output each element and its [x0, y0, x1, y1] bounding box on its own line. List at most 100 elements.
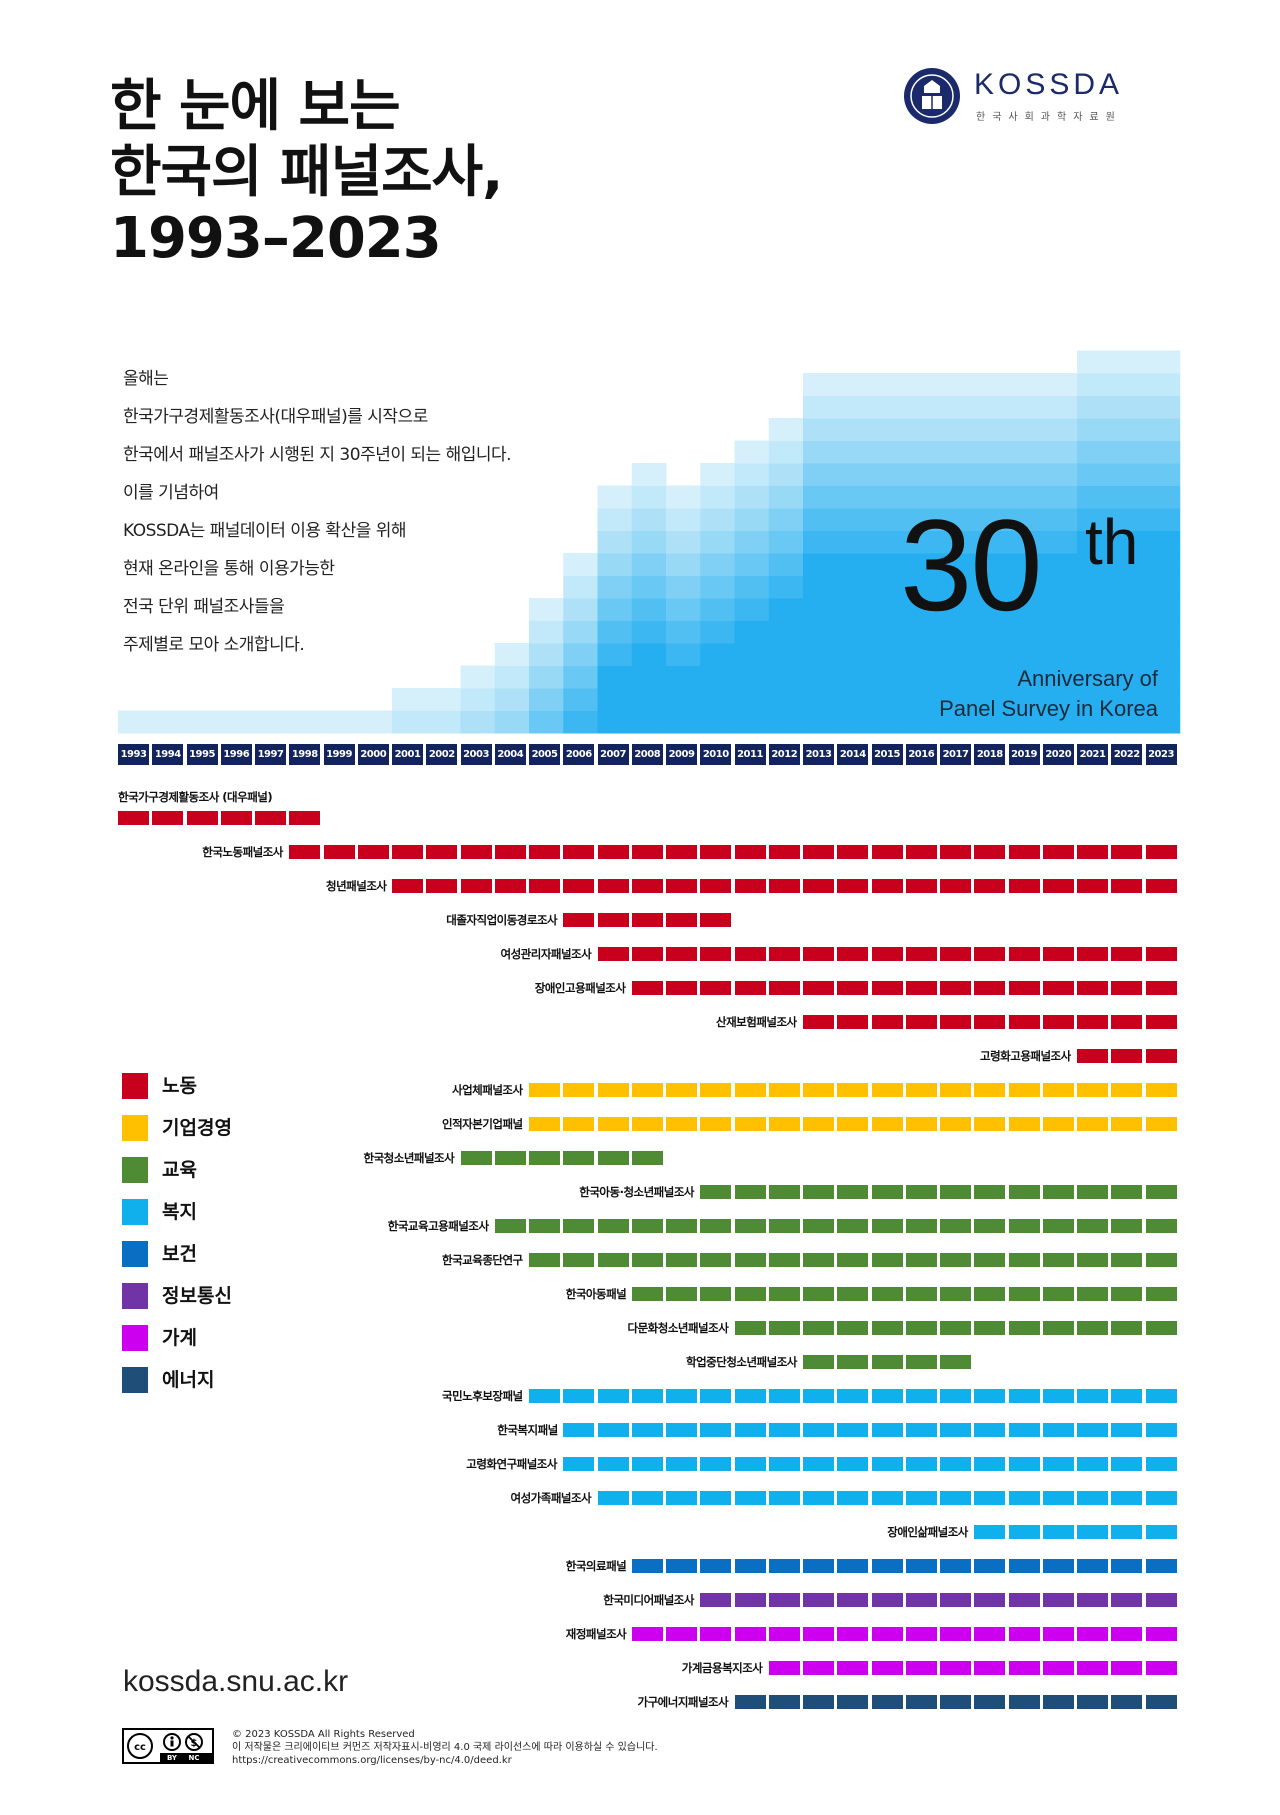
- mosaic-tile-2019: [1008, 688, 1044, 711]
- mosaic-tile-2012: [768, 418, 804, 441]
- mosaic-tile-2019: [1008, 575, 1044, 599]
- timeline-cell: [803, 879, 834, 893]
- survey-label: 청년패널조사: [326, 879, 387, 893]
- timeline-cell: [1111, 1015, 1143, 1029]
- survey-label: 대졸자직업이동경로조사: [446, 913, 558, 927]
- timeline-cell: [803, 1185, 834, 1199]
- mosaic-tile-2016: [905, 643, 941, 666]
- timeline-cell: [597, 947, 629, 961]
- mosaic-tile-2019: [1008, 485, 1044, 509]
- mosaic-tile-2020: [1042, 418, 1078, 441]
- timeline-cell: [529, 1117, 560, 1131]
- timeline-cell: [905, 947, 937, 961]
- timeline-cell: [871, 1423, 903, 1437]
- mosaic-tile-2017: [940, 598, 975, 621]
- timeline-cell: [940, 1117, 971, 1131]
- timeline-cell: [666, 981, 697, 995]
- mosaic-tile-2021: [1077, 530, 1112, 554]
- timeline-cell: [1145, 1015, 1177, 1029]
- mosaic-tile-2011: [734, 575, 770, 599]
- timeline-cell: [974, 981, 1006, 995]
- survey-label: 한국아동·청소년패널조사: [579, 1185, 694, 1199]
- timeline-cell: [1042, 1423, 1074, 1437]
- year-tick-1997: 1997: [255, 744, 286, 765]
- timeline-cell: [597, 1389, 629, 1403]
- timeline-cell: [871, 1355, 903, 1369]
- timeline-cell: [734, 1627, 766, 1641]
- mosaic-tile-2006: [563, 598, 598, 621]
- timeline-cell: [1077, 1627, 1108, 1641]
- mosaic-tile-2012: [768, 485, 804, 509]
- survey-label: 학업중단청소년패널조사: [686, 1355, 797, 1369]
- survey-label: 한국노동패널조사: [202, 845, 283, 859]
- timeline-cell: [1042, 1117, 1074, 1131]
- license-url[interactable]: https://creativecommons.org/licenses/by-…: [232, 1755, 512, 1766]
- timeline-cell: [700, 913, 732, 927]
- timeline-cell: [631, 1491, 663, 1505]
- timeline-cell: [118, 811, 149, 825]
- timeline-cell: [1111, 1049, 1143, 1063]
- intro-text: 올해는 한국가구경제활동조사(대우패널)를 시작으로 한국에서 패널조사가 시행…: [123, 360, 512, 664]
- timeline-cell: [734, 1185, 766, 1199]
- mosaic-tile-2008: [631, 553, 667, 576]
- timeline-cell: [734, 1389, 766, 1403]
- mosaic-tile-2019: [1008, 440, 1044, 464]
- timeline-cell: [666, 947, 697, 961]
- mosaic-tile-2021: [1077, 350, 1112, 374]
- anniversary-line-1: Anniversary of: [1017, 666, 1158, 691]
- mosaic-tile-2023: [1145, 688, 1181, 711]
- timeline-cell: [803, 1321, 834, 1335]
- timeline-cell: [700, 1117, 732, 1131]
- timeline-cell: [905, 981, 937, 995]
- mosaic-tile-2016: [905, 485, 941, 509]
- mosaic-tile-2022: [1111, 710, 1146, 734]
- mosaic-tile-2018: [974, 575, 1009, 599]
- timeline-cell: [392, 879, 423, 893]
- mosaic-tile-2021: [1077, 575, 1112, 599]
- timeline-cell: [905, 1661, 937, 1675]
- timeline-cell: [905, 1593, 937, 1607]
- intro-line: 한국가구경제활동조사(대우패널)를 시작으로: [123, 407, 428, 427]
- survey-label: 장애인고용패널조사: [534, 981, 626, 995]
- mosaic-tile-2013: [803, 530, 838, 554]
- mosaic-tile-2012: [768, 620, 804, 644]
- timeline-cell: [529, 1219, 560, 1233]
- mosaic-tile-2022: [1111, 643, 1146, 666]
- mosaic-tile-2022: [1111, 530, 1146, 554]
- timeline-cell: [837, 1491, 869, 1505]
- timeline-cell: [597, 913, 629, 927]
- mosaic-tile-2016: [905, 508, 941, 531]
- timeline-cell: [905, 1015, 937, 1029]
- mosaic-tile-2011: [734, 508, 770, 531]
- timeline-cell: [631, 913, 663, 927]
- timeline-cell: [768, 1559, 800, 1573]
- intro-line: 전국 단위 패널조사들을: [123, 597, 285, 617]
- timeline-cell: [1042, 1491, 1074, 1505]
- timeline-cell: [289, 811, 321, 825]
- timeline-cell: [1042, 1695, 1074, 1709]
- intro-line: 한국에서 패널조사가 시행된 지 30주년이 되는 해입니다.: [123, 445, 512, 465]
- year-tick-2005: 2005: [529, 744, 560, 765]
- mosaic-tile-2007: [597, 575, 633, 599]
- timeline-cell: [666, 845, 697, 859]
- mosaic-tile-2023: [1145, 530, 1181, 554]
- website-link[interactable]: kossda.snu.ac.kr: [123, 1665, 349, 1698]
- mosaic-tile-2010: [700, 508, 735, 531]
- mosaic-tile-2003: [460, 688, 496, 711]
- timeline-cell: [734, 1253, 766, 1267]
- mosaic-tile-2018: [974, 710, 1009, 734]
- timeline-cell: [563, 1253, 595, 1267]
- timeline-cell: [871, 1695, 903, 1709]
- timeline-cell: [1111, 1593, 1143, 1607]
- timeline-cell: [974, 1491, 1006, 1505]
- mosaic-tile-1993: [118, 710, 153, 734]
- mosaic-tile-2019: [1008, 710, 1044, 734]
- timeline-cell: [1077, 1661, 1108, 1675]
- survey-label: 한국교육고용패널조사: [387, 1219, 489, 1233]
- timeline-cell: [871, 1321, 903, 1335]
- mosaic-tile-2009: [666, 508, 701, 531]
- timeline-cell: [666, 1083, 697, 1097]
- mosaic-tile-2010: [700, 598, 735, 621]
- timeline-cell: [1111, 1219, 1143, 1233]
- mosaic-tile-2010: [700, 665, 735, 689]
